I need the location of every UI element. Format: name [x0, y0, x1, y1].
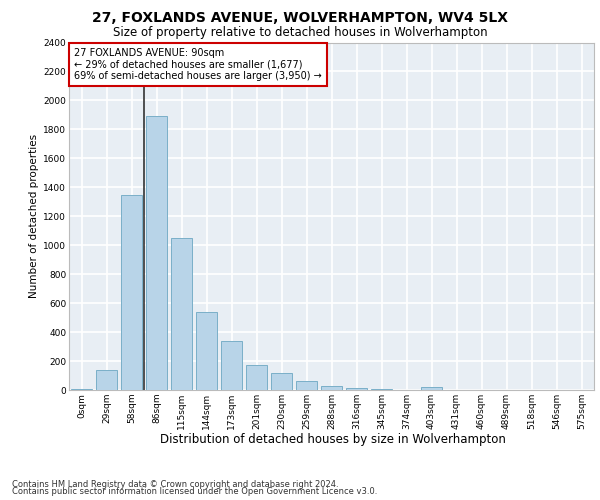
Y-axis label: Number of detached properties: Number of detached properties — [29, 134, 39, 298]
Bar — [96, 370, 117, 390]
Text: 27 FOXLANDS AVENUE: 90sqm
← 29% of detached houses are smaller (1,677)
69% of se: 27 FOXLANDS AVENUE: 90sqm ← 29% of detac… — [74, 48, 322, 81]
Bar — [296, 382, 317, 390]
Bar — [146, 116, 167, 390]
Bar — [196, 312, 217, 390]
Bar — [421, 387, 442, 390]
Bar — [321, 386, 342, 390]
Text: Size of property relative to detached houses in Wolverhampton: Size of property relative to detached ho… — [113, 26, 487, 39]
Bar — [246, 366, 267, 390]
Text: Distribution of detached houses by size in Wolverhampton: Distribution of detached houses by size … — [160, 432, 506, 446]
Bar — [346, 388, 367, 390]
Bar — [71, 388, 92, 390]
Bar — [271, 374, 292, 390]
Text: Contains HM Land Registry data © Crown copyright and database right 2024.: Contains HM Land Registry data © Crown c… — [12, 480, 338, 489]
Bar — [121, 194, 142, 390]
Bar — [171, 238, 192, 390]
Text: 27, FOXLANDS AVENUE, WOLVERHAMPTON, WV4 5LX: 27, FOXLANDS AVENUE, WOLVERHAMPTON, WV4 … — [92, 12, 508, 26]
Bar — [221, 341, 242, 390]
Text: Contains public sector information licensed under the Open Government Licence v3: Contains public sector information licen… — [12, 488, 377, 496]
